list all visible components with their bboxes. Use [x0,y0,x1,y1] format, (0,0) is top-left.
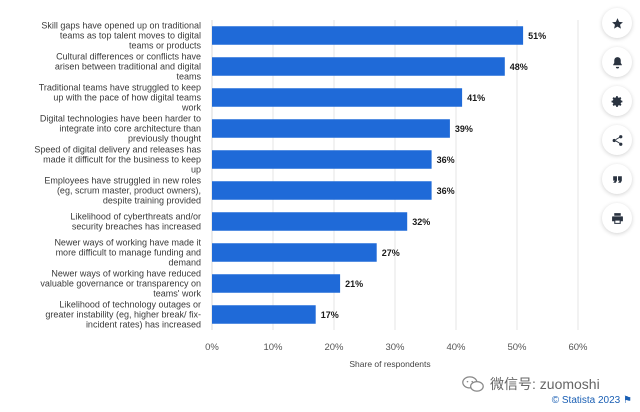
bar-value-label: 48% [510,62,528,72]
bar-value-label: 36% [437,186,455,196]
share-button[interactable] [602,125,632,155]
category-label-line: integrate into core architecture than [59,124,201,134]
category-label-line: teams or products [129,41,202,51]
x-tick-label: 60% [568,342,588,353]
category-label: Cultural differences or conflicts have ar… [55,51,202,81]
category-label: Traditional teams have struggled to keep… [39,82,202,112]
category-label: Newer ways of working have made it more d… [54,237,201,267]
category-label-line: Traditional teams have struggled to keep [39,82,201,92]
category-label-line: incident rates) has increased [86,320,201,330]
bar-value-label: 21% [345,279,363,289]
category-label-line: teams' work [153,289,201,299]
category-label-line: Newer ways of working have reduced [51,268,201,278]
bell-icon [612,56,622,68]
category-label: Speed of digital delivery and releases h… [34,144,201,174]
category-label-line: Cultural differences or conflicts have [56,51,201,61]
bar-value-label: 36% [437,155,455,165]
bar[interactable] [212,305,316,324]
x-tick-label: 40% [446,342,466,353]
cite-button[interactable] [602,164,632,194]
category-label: Likelihood of technology outages or great… [45,299,201,329]
notification-button[interactable] [602,47,632,77]
watermark: 微信号: zuomoshi [462,374,600,394]
category-label-line: (eg, scrum master, product owners), [57,186,201,196]
bar-value-label: 27% [382,248,400,258]
gear-icon [611,95,622,107]
category-label-line: Skill gaps have opened up on traditional [41,20,201,30]
settings-button[interactable] [602,86,632,116]
category-label-line: demand [168,258,201,268]
category-label-line: made it difficult for the business to ke… [43,155,201,165]
category-label-line: security breaches has increased [72,222,201,232]
category-label-line: Employees have struggled in new roles [44,175,201,185]
category-label-line: despite training provided [103,196,201,206]
category-label-line: Newer ways of working have made it [54,237,201,247]
bar[interactable] [212,150,432,169]
x-axis-title: Share of respondents [349,359,430,369]
bar[interactable] [212,212,408,231]
x-tick-label: 50% [507,342,527,353]
category-label: Likelihood of cyberthreats and/or securit… [70,211,201,231]
category-label-line: valuable governance or transparency on [40,279,201,289]
category-label-line: Likelihood of technology outages or [59,299,201,309]
bar-value-label: 51% [528,31,546,41]
side-toolbar [600,8,634,242]
x-tick-label: 30% [385,342,405,353]
star-button[interactable] [602,8,632,38]
watermark-text: 微信号: zuomoshi [490,376,600,392]
category-label-line: previously thought [128,134,202,144]
star-icon [611,17,623,29]
category-label-line: Speed of digital delivery and releases h… [34,144,201,154]
print-button[interactable] [602,203,632,233]
bar-value-label: 32% [412,217,430,227]
quote-icon [612,175,622,183]
wechat-icon [462,376,484,392]
bar-value-label: 17% [321,310,339,320]
bar-chart: 0% 10% 20% 30% 40% 50% 60% Share of respondents… [34,20,588,369]
credit-text: © Statista 2023 [551,395,621,406]
share-icon [612,134,622,146]
category-label-line: Digital technologies have been harder to [40,113,201,123]
category-label-line: teams as top talent moves to digital [60,31,201,41]
flag-icon: ⚑ [623,395,632,406]
category-label-line: up [191,165,201,175]
bar[interactable] [212,119,450,138]
category-label: Newer ways of working have reduced valuab… [40,268,201,298]
bar[interactable] [212,181,432,200]
bar[interactable] [212,26,524,45]
category-label: Digital technologies have been harder to… [40,113,202,143]
category-label-line: work [181,103,202,113]
x-tick-label: 0% [205,342,219,353]
category-label-line: arisen between traditional and digital [55,62,201,72]
category-label-line: Likelihood of cyberthreats and/or [70,211,201,221]
print-icon [611,212,623,224]
statista-credit[interactable]: © Statista 2023 ⚑ [552,395,632,406]
category-label: Skill gaps have opened up on traditional… [41,20,201,50]
category-label-line: teams [176,72,201,82]
category-label: Employees have struggled in new roles (eg… [44,175,201,205]
x-tick-label: 20% [324,342,344,353]
bar-value-label: 39% [455,124,473,134]
bar[interactable] [212,88,463,107]
category-label-line: more difficult to manage funding and [56,248,201,258]
x-tick-label: 10% [263,342,283,353]
bar[interactable] [212,57,505,76]
category-label-line: up with the pace of how digital teams [53,93,201,103]
bar[interactable] [212,243,377,262]
category-label-line: greater instability (eg, higher break/ f… [45,310,201,320]
bar-value-label: 41% [467,93,485,103]
bar[interactable] [212,274,341,293]
